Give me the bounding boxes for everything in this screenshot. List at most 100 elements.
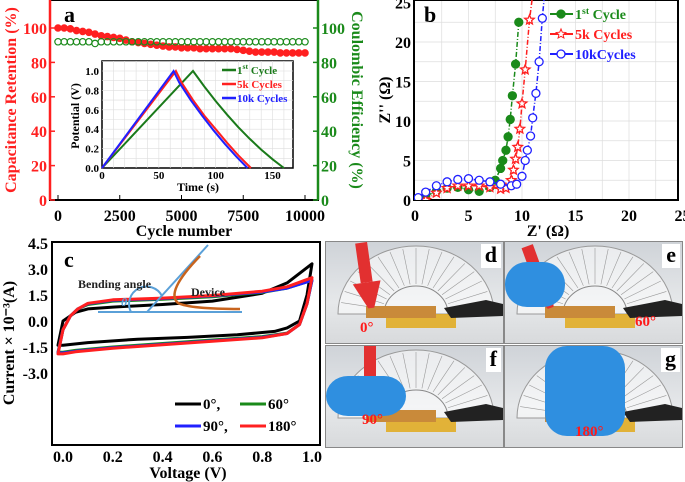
panel-b-y-axis-title: Z'' (Ω) bbox=[377, 76, 394, 123]
inset-y-tick-label: 0.6 bbox=[85, 105, 99, 117]
x-tick-label: 20 bbox=[621, 208, 637, 225]
right-tick-label: 0 bbox=[321, 193, 329, 210]
inset-y-tick-label: 0.8 bbox=[85, 85, 99, 97]
eis-point bbox=[442, 177, 452, 187]
legend-label: 90°, bbox=[203, 419, 228, 435]
coulombic-point bbox=[85, 37, 93, 46]
coulombic-point bbox=[282, 37, 291, 46]
inset-y-axis-title: Potential (V) bbox=[68, 83, 82, 149]
coulombic-point bbox=[245, 37, 254, 46]
eis-point bbox=[511, 140, 525, 153]
coulombic-point bbox=[54, 37, 62, 46]
retention-point bbox=[54, 24, 62, 32]
protractor-icon bbox=[516, 346, 682, 436]
gcd-line bbox=[101, 69, 285, 169]
x-tick-label: 15 bbox=[568, 208, 584, 225]
eis-point bbox=[518, 63, 532, 76]
coulombic-point bbox=[91, 39, 99, 48]
inset-legend-label: 1st Cycle bbox=[237, 62, 277, 77]
right-tick-label: 60 bbox=[321, 90, 337, 107]
x-tick-label: 2500 bbox=[104, 208, 136, 225]
y-tick-label: 10 bbox=[395, 114, 411, 131]
legend-marker bbox=[556, 49, 566, 59]
photo-label: f bbox=[485, 348, 501, 372]
coulombic-point bbox=[264, 37, 272, 46]
retention-point bbox=[85, 28, 93, 37]
eis-point bbox=[517, 171, 527, 181]
coulombic-point bbox=[78, 37, 87, 46]
legend-label: 1st Cycle bbox=[575, 6, 626, 23]
panel-a-right-axis-title: Coulombic Efficiency (%) bbox=[348, 11, 365, 189]
eis-point bbox=[507, 91, 518, 101]
x-tick-label: 10000 bbox=[285, 208, 325, 225]
eis-point bbox=[510, 59, 521, 69]
retention-point bbox=[196, 44, 204, 53]
legend-label: 10kCycles bbox=[575, 48, 636, 63]
retention-point bbox=[288, 49, 297, 57]
coulombic-point bbox=[208, 37, 217, 46]
retention-point bbox=[202, 44, 211, 53]
coulombic-point bbox=[220, 37, 229, 46]
retention-point bbox=[257, 48, 266, 56]
eis-point bbox=[429, 186, 443, 199]
y-tick-label: 15 bbox=[395, 75, 411, 92]
eis-point bbox=[472, 179, 486, 192]
inset-x-tick-label: 50 bbox=[153, 170, 165, 182]
x-tick-label: 5 bbox=[465, 208, 473, 225]
panel-b-x-axis-title: Z' (Ω) bbox=[527, 223, 570, 240]
coulombic-point bbox=[276, 37, 285, 46]
y-tick-label: -1.5 bbox=[23, 340, 48, 357]
gcd-line bbox=[101, 69, 249, 169]
x-tick-label: 25 bbox=[675, 208, 685, 225]
retention-point bbox=[245, 47, 254, 56]
inset-y-tick-label: 0.4 bbox=[85, 124, 99, 136]
eis-point bbox=[512, 179, 522, 189]
eis-point bbox=[498, 155, 508, 166]
eis-point bbox=[431, 181, 442, 191]
eis-point bbox=[463, 174, 474, 184]
cv-curve bbox=[56, 276, 314, 356]
protractor-icon bbox=[505, 244, 682, 328]
panel-c-x-axis-title: Voltage (V) bbox=[149, 465, 226, 482]
coulombic-point bbox=[233, 37, 241, 46]
y-tick-label: 25 bbox=[395, 0, 411, 13]
eis-point bbox=[531, 88, 541, 98]
retention-point bbox=[295, 49, 303, 57]
legend-label: 60° bbox=[268, 397, 289, 413]
bending-angle-label: Bending angle bbox=[78, 277, 152, 291]
gcd-line bbox=[101, 69, 252, 169]
x-tick-label: 5000 bbox=[166, 208, 198, 225]
coulombic-point bbox=[202, 37, 211, 46]
panel-c-frame bbox=[51, 241, 321, 446]
coulombic-point bbox=[288, 37, 297, 46]
bending-angle-value: 0° bbox=[360, 320, 374, 336]
retention-point bbox=[214, 44, 223, 53]
y-tick-label: -3.0 bbox=[23, 366, 48, 383]
eis-point bbox=[525, 131, 536, 141]
right-tick-label: 80 bbox=[321, 55, 337, 72]
x-tick-label: 0.8 bbox=[252, 449, 272, 466]
x-tick-label: 0.0 bbox=[53, 449, 73, 466]
left-tick-label: 80 bbox=[31, 55, 47, 72]
coulombic-point bbox=[257, 37, 266, 46]
left-tick-label: 40 bbox=[31, 124, 47, 141]
retention-point bbox=[239, 46, 248, 55]
right-tick-label: 100 bbox=[321, 21, 345, 38]
panel-b-label: b bbox=[424, 2, 436, 27]
coulombic-point bbox=[66, 37, 75, 46]
retention-point bbox=[208, 44, 217, 53]
protractor-icon bbox=[337, 242, 503, 328]
eis-point bbox=[474, 175, 484, 185]
panel-b-frame bbox=[413, 0, 679, 201]
x-tick-label: 1.0 bbox=[302, 449, 322, 466]
photo-panel-d: d 0° bbox=[325, 241, 504, 344]
eis-point bbox=[421, 187, 431, 197]
coulombic-point bbox=[239, 37, 248, 46]
y-tick-label: 20 bbox=[395, 35, 411, 52]
left-tick-label: 60 bbox=[31, 90, 47, 107]
photo-label: e bbox=[662, 244, 680, 268]
y-tick-label: 0.0 bbox=[28, 314, 48, 331]
eis-point bbox=[462, 179, 475, 192]
eis-point bbox=[537, 13, 547, 23]
